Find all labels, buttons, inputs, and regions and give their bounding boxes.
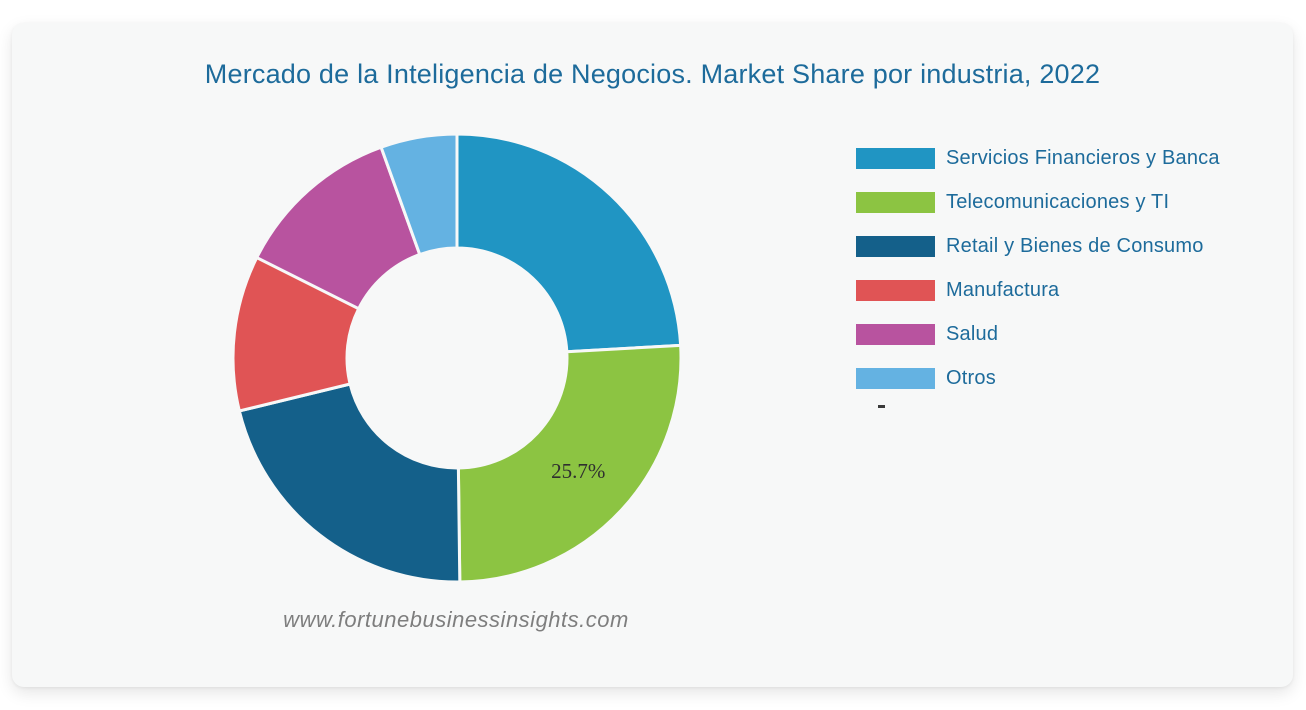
watermark-url: www.fortunebusinessinsights.com: [283, 607, 629, 632]
legend-item-retail-y-bienes-de-consumo: Retail y Bienes de Consumo: [856, 235, 1220, 257]
donut-segment-telecomunicaciones-y-ti: [456, 343, 683, 584]
legend-swatch-servicios-financieros-y-banca: [856, 148, 935, 169]
legend-swatch-retail-y-bienes-de-consumo: [856, 236, 935, 257]
legend-swatch-otros: [856, 368, 935, 389]
legend-item-otros: Otros: [856, 367, 1220, 389]
legend-label: Retail y Bienes de Consumo: [946, 235, 1204, 257]
legend-swatch-manufactura: [856, 280, 935, 301]
legend-label: Servicios Financieros y Banca: [946, 147, 1220, 169]
legend-item-telecomunicaciones-y-ti: Telecomunicaciones y TI: [856, 191, 1220, 213]
donut-chart: 25.7%: [231, 132, 683, 584]
legend-label: Salud: [946, 323, 999, 345]
segment-value-label: 25.7%: [551, 459, 605, 483]
chart-card: Mercado de la Inteligencia de Negocios. …: [12, 23, 1293, 687]
legend: Servicios Financieros y Banca Telecomunic…: [856, 147, 1220, 412]
legend-label: Otros: [946, 367, 996, 389]
legend-item-manufactura: Manufactura: [856, 279, 1220, 301]
donut-segment-otros: [379, 132, 459, 256]
donut-segment-servicios-financieros-y-banca: [455, 132, 683, 354]
donut-segment-retail-y-bienes-de-consumo: [237, 382, 462, 584]
legend-item-salud: Salud: [856, 323, 1220, 345]
legend-label: Manufactura: [946, 279, 1060, 301]
legend-swatch-salud: [856, 324, 935, 345]
legend-label: Telecomunicaciones y TI: [946, 191, 1170, 213]
chart-title: Mercado de la Inteligencia de Negocios. …: [204, 59, 1101, 89]
legend-item-servicios-financieros-y-banca: Servicios Financieros y Banca: [856, 147, 1220, 169]
legend-swatch-telecomunicaciones-y-ti: [856, 192, 935, 213]
stray-dash-mark: [878, 405, 885, 408]
